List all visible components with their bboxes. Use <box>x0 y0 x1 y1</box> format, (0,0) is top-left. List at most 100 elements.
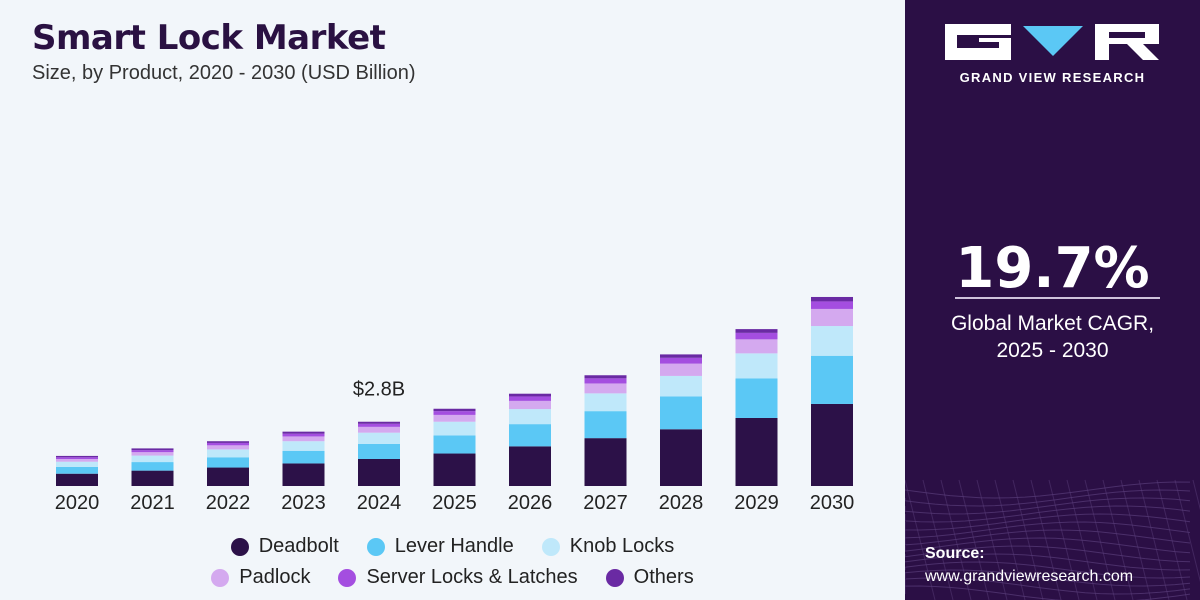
bar-segment <box>131 448 174 451</box>
bar-segment <box>207 441 249 443</box>
bar-segment <box>735 339 778 354</box>
value-annotation: $2.8B <box>353 379 405 401</box>
bar-segment <box>207 442 249 446</box>
bar-segment <box>509 446 551 486</box>
bar-segment <box>282 450 325 464</box>
bar-segment <box>509 396 551 401</box>
cagr-label-line2: 2025 - 2030 <box>996 339 1109 362</box>
bar-segment <box>584 393 627 412</box>
x-tick-label: 2028 <box>659 492 704 514</box>
bar-segment <box>735 353 778 379</box>
chart-panel: Smart Lock Market Size, by Product, 2020… <box>0 18 905 597</box>
stacked-bar-chart: 2020 2021 2022 2023 2024 $2.8B 2025 2026 2027 202… <box>55 296 855 514</box>
legend-label: Knob Locks <box>569 535 675 557</box>
bar-segment <box>131 452 174 456</box>
x-tick-label: 2024 <box>357 492 402 514</box>
bar-segment <box>56 457 98 459</box>
bar-segment <box>584 383 627 394</box>
bar-segment <box>660 354 702 358</box>
source-label: Source: <box>925 545 985 562</box>
bar-stack-2021 <box>131 448 174 486</box>
bar-segment <box>56 458 98 462</box>
bar-segment <box>56 473 98 486</box>
bar-segment <box>433 421 476 436</box>
bar-segment <box>56 455 98 458</box>
legend-item: Lever Handle <box>366 535 514 558</box>
source-link[interactable]: www.grandviewresearch.com <box>925 568 1134 585</box>
bar-segment <box>811 355 853 404</box>
bar-segment <box>433 408 476 412</box>
x-tick-label: 2027 <box>583 492 628 514</box>
bar-segment <box>735 378 778 418</box>
bar-segment <box>207 467 249 486</box>
bar-segment <box>660 396 702 430</box>
bar-segment <box>433 411 476 415</box>
bar-segment <box>584 411 627 439</box>
bar-segment <box>358 443 400 459</box>
bar-segment <box>207 457 249 468</box>
chart-legend: Deadbolt Lever Handle Knob Locks Padlock Ser… <box>0 535 905 597</box>
cagr-label: Global Market CAGR, 2025 - 2030 <box>905 310 1200 364</box>
legend-swatch-icon <box>605 568 624 587</box>
legend-swatch-icon <box>541 537 560 556</box>
bar-segment <box>509 400 551 410</box>
bar-segment <box>358 421 400 424</box>
legend-swatch-icon <box>338 568 357 587</box>
bar-segment <box>735 329 778 333</box>
x-tick-label: 2030 <box>810 492 855 514</box>
legend-label: Padlock <box>239 566 311 588</box>
bar-segment <box>584 375 627 379</box>
bar-segment <box>584 438 627 486</box>
bar-stack-2028 <box>660 354 702 486</box>
cagr-value: 19.7% <box>955 236 1150 301</box>
bar-stack-2027 <box>584 375 627 486</box>
legend-swatch-icon <box>366 537 385 556</box>
x-tick-label: 2021 <box>130 492 175 514</box>
bar-segment <box>207 449 249 458</box>
bar-segment <box>660 429 702 486</box>
x-tick-label: 2023 <box>281 492 326 514</box>
bar-stack-2026 <box>509 393 551 486</box>
gvr-logo-icon <box>945 24 1159 60</box>
legend-swatch-icon <box>211 568 230 587</box>
legend-item: Server Locks & Latches <box>338 566 578 589</box>
bar-stack-2024 <box>358 421 400 486</box>
bar-segment <box>584 378 627 384</box>
bar-segment <box>811 403 853 486</box>
bar-segment <box>509 424 551 447</box>
bar-segment <box>433 414 476 422</box>
bar-segment <box>131 462 174 471</box>
bar-segment <box>811 308 853 327</box>
bar-segment <box>131 455 174 463</box>
bar-segment <box>131 450 174 453</box>
bar-segment <box>358 426 400 433</box>
bar-segment <box>56 461 98 467</box>
bar-segment <box>433 453 476 486</box>
bar-segment <box>358 423 400 427</box>
bar-segment <box>660 357 702 364</box>
brand-sidebar: GRAND VIEW RESEARCH 19.7% Global Market … <box>905 0 1200 600</box>
legend-item: Padlock <box>211 566 310 589</box>
legend-item: Deadbolt <box>230 535 339 558</box>
bar-segment <box>56 466 98 474</box>
chart-subtitle: Size, by Product, 2020 - 2030 (USD Billi… <box>32 62 416 84</box>
legend-label: Others <box>633 566 694 588</box>
bar-segment <box>660 375 702 397</box>
bar-stack-2022 <box>207 441 249 486</box>
divider <box>955 297 1160 299</box>
bar-segment <box>207 445 249 450</box>
bar-segment <box>131 470 174 486</box>
bar-segment <box>811 301 853 309</box>
legend-label: Server Locks & Latches <box>366 566 578 588</box>
legend-label: Deadbolt <box>258 535 339 557</box>
bar-segment <box>433 435 476 454</box>
bar-segment <box>509 409 551 425</box>
chart-title: Smart Lock Market <box>32 18 386 58</box>
bar-segment <box>282 431 325 434</box>
x-tick-label: 2020 <box>55 492 100 514</box>
legend-swatch-icon <box>230 537 249 556</box>
bar-stack-2023 <box>282 431 325 486</box>
bar-segment <box>282 433 325 437</box>
bar-stack-2020 <box>56 455 98 486</box>
bar-stack-2025 <box>433 408 476 486</box>
